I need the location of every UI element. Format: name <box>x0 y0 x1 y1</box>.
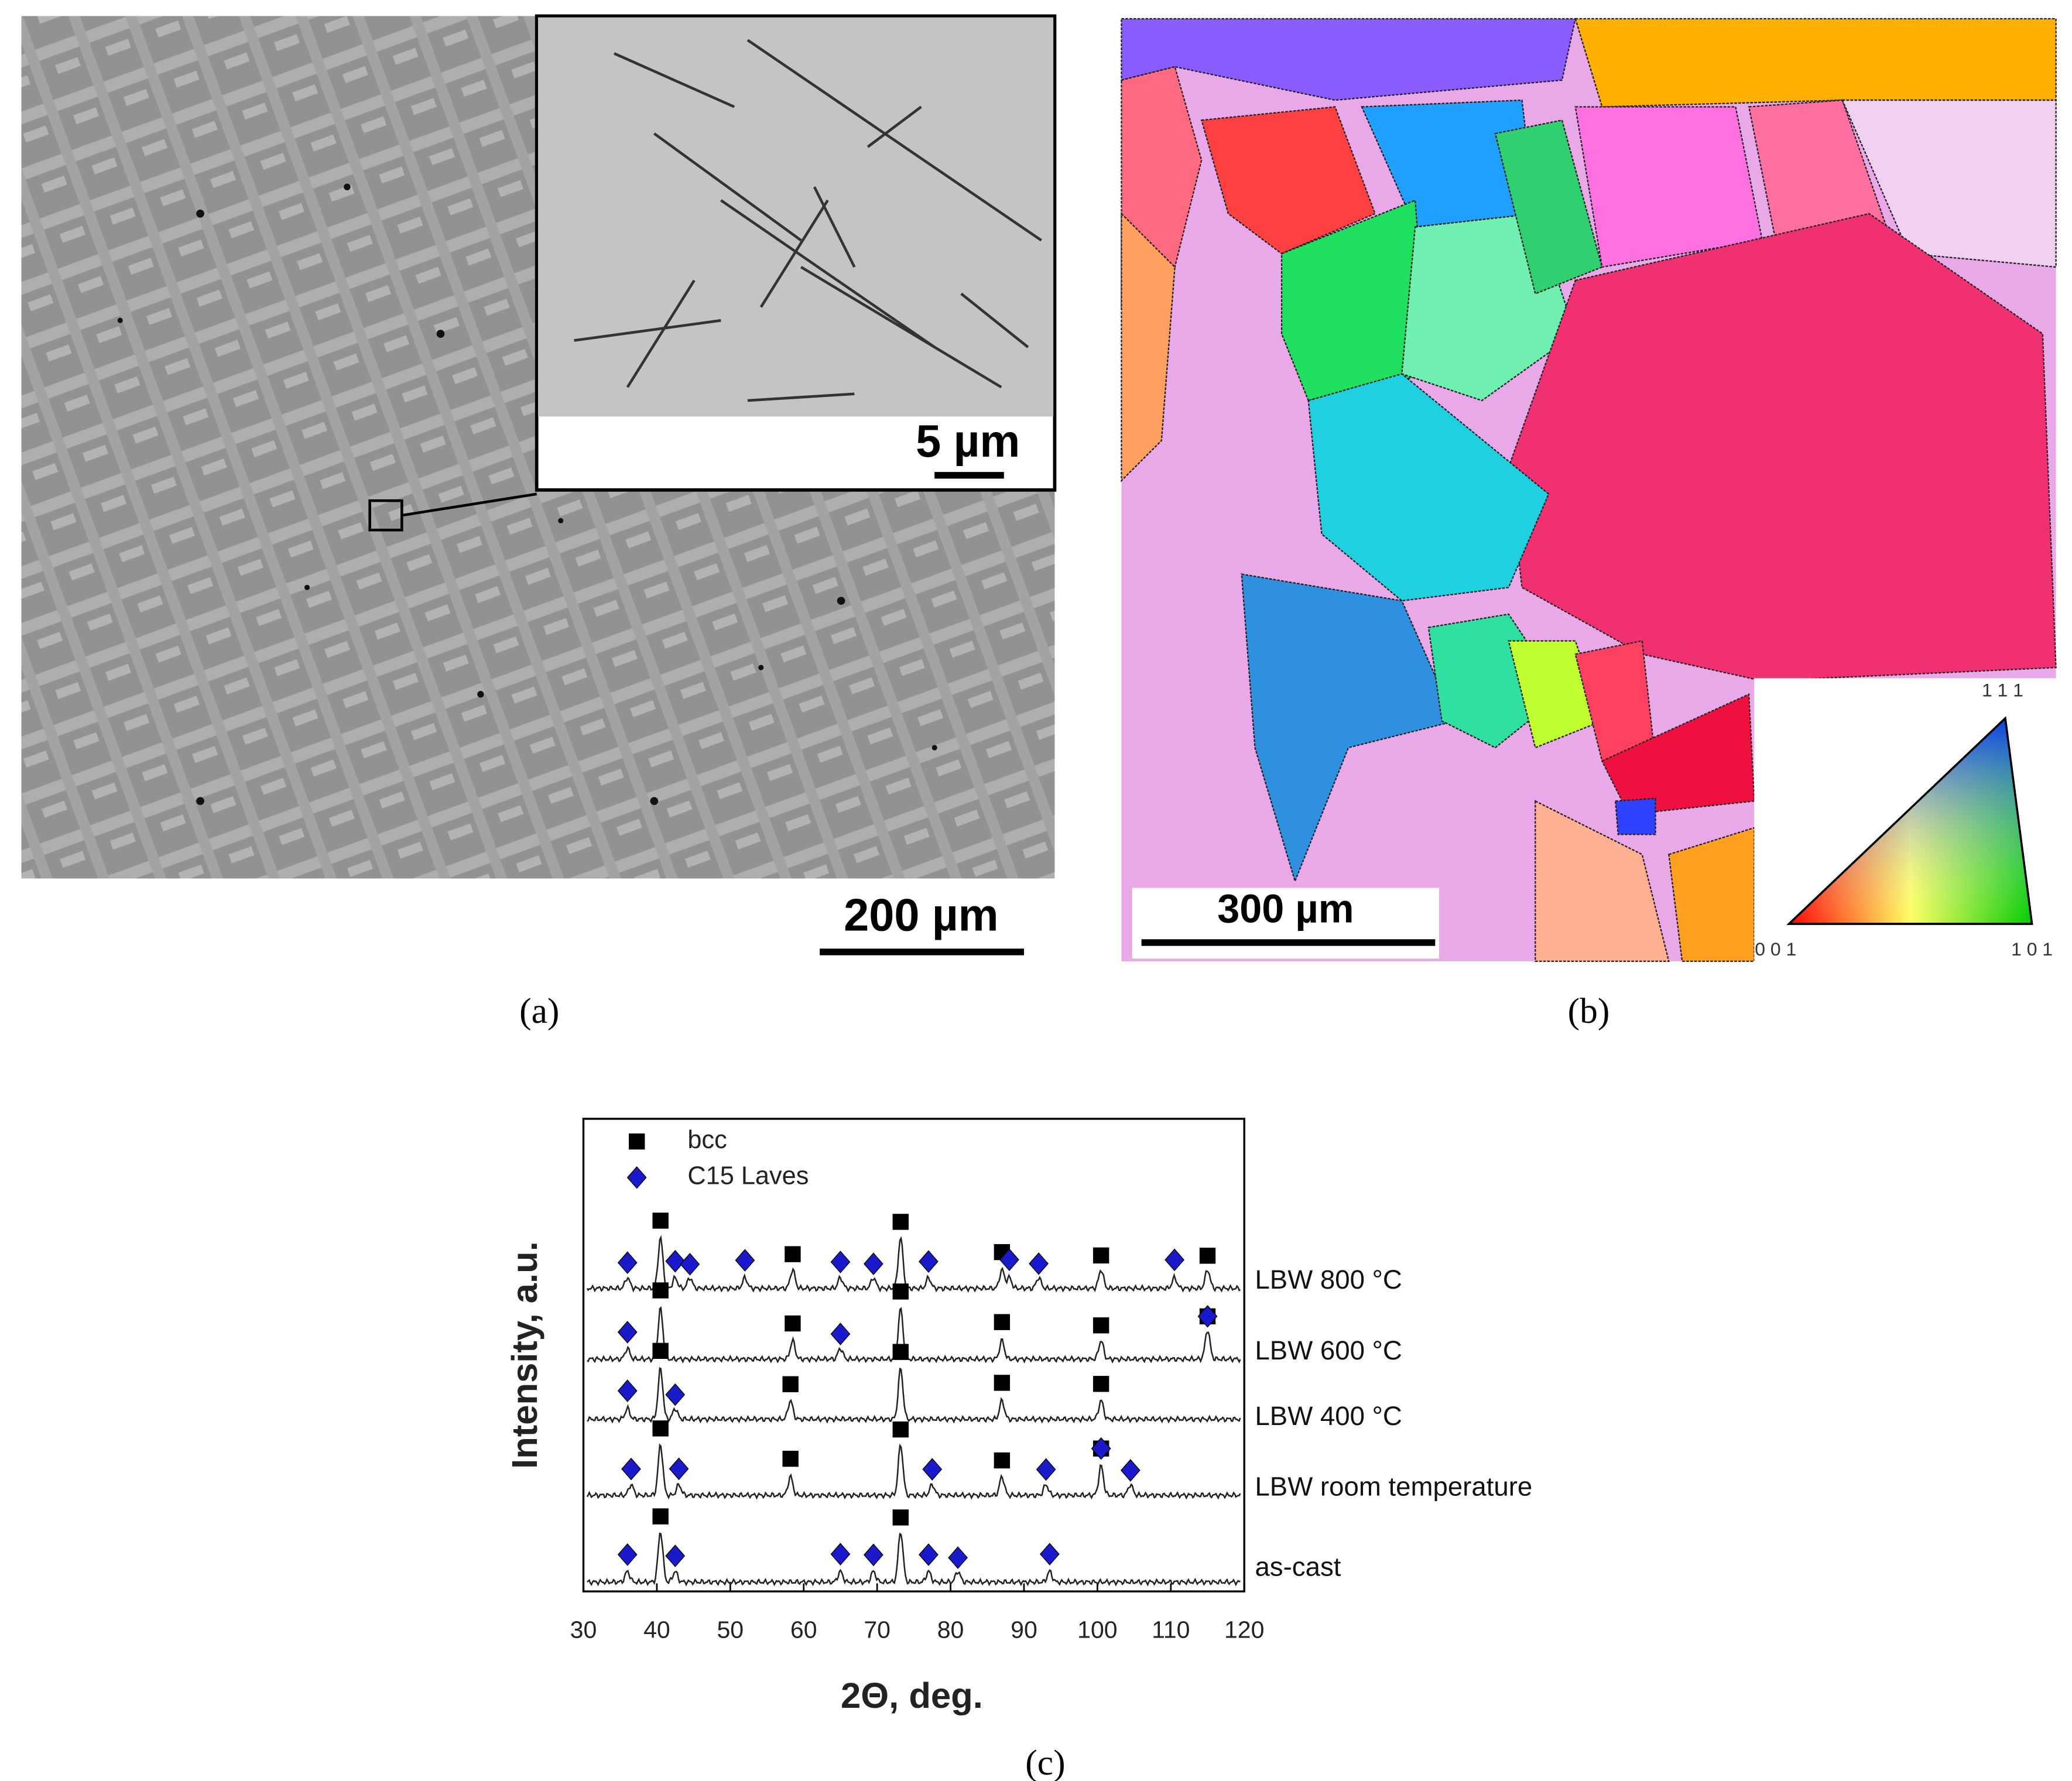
y-axis-label: Intensity, a.u. <box>505 1241 545 1469</box>
bcc-marker <box>782 1450 799 1467</box>
bcc-marker <box>892 1509 909 1526</box>
ipf-label: 1 0 1 <box>2011 939 2053 960</box>
bcc-marker <box>994 1314 1011 1330</box>
c15-marker <box>617 1379 638 1402</box>
bcc-marker <box>629 1133 645 1150</box>
c15-marker <box>626 1166 647 1189</box>
c15-marker <box>665 1249 686 1273</box>
c15-marker <box>617 1321 638 1344</box>
c15-marker <box>919 1250 939 1273</box>
ipf-label: 1 1 1 <box>1982 680 2023 701</box>
c15-marker <box>1091 1437 1111 1460</box>
bcc-marker <box>652 1342 669 1359</box>
x-tick-label: 80 <box>937 1616 964 1643</box>
c15-marker <box>621 1457 641 1481</box>
ipf-label: 0 0 1 <box>1755 939 1796 960</box>
x-tick-label: 30 <box>570 1616 597 1643</box>
legend-label: C15 Laves <box>687 1162 809 1190</box>
c15-marker <box>1040 1543 1060 1566</box>
sem-micrograph: 5 µm 200 µm (a) <box>21 14 1057 1031</box>
trace-label: as-cast <box>1255 1551 1341 1581</box>
scale-label: 200 µm <box>844 890 998 940</box>
c15-marker <box>830 1323 851 1345</box>
xrd-trace <box>586 1443 1241 1500</box>
bcc-marker <box>652 1213 669 1229</box>
xrd-trace <box>587 1366 1241 1424</box>
x-axis-label: 2Θ, deg. <box>841 1676 983 1716</box>
bcc-marker <box>994 1375 1011 1391</box>
c15-marker <box>1036 1458 1056 1481</box>
bcc-marker <box>785 1315 801 1332</box>
inset-scale-label: 5 µm <box>916 416 1020 467</box>
trace-label: LBW 400 °C <box>1255 1401 1402 1431</box>
plot-frame <box>582 1118 1245 1592</box>
c15-marker <box>1029 1252 1049 1275</box>
c15-marker <box>830 1543 851 1566</box>
xrd-chart: 2Θ, deg. Intensity, a.u. (c) 30 40 50 60 70 8… <box>505 1118 1532 1781</box>
x-tick-label: 110 <box>1152 1616 1190 1643</box>
c15-marker <box>680 1253 700 1276</box>
c15-marker <box>919 1543 939 1566</box>
bcc-marker <box>1092 1376 1109 1392</box>
xrd-trace <box>587 1306 1241 1364</box>
bcc-marker <box>1092 1317 1109 1334</box>
legend-label: bcc <box>687 1126 727 1154</box>
xrd-trace <box>587 1532 1241 1587</box>
bcc-marker <box>652 1282 669 1299</box>
c15-marker <box>999 1248 1019 1271</box>
bcc-marker <box>892 1421 909 1438</box>
x-tick-label: 70 <box>864 1616 891 1643</box>
panel-label: (b) <box>1568 991 1610 1031</box>
bcc-marker <box>652 1420 669 1437</box>
bcc-marker <box>785 1246 801 1262</box>
trace-label: LBW 800 °C <box>1255 1265 1402 1294</box>
c15-marker <box>922 1458 943 1481</box>
x-tick-label: 90 <box>1011 1616 1037 1643</box>
c15-marker <box>864 1252 883 1275</box>
trace-label: LBW room temperature <box>1255 1472 1532 1502</box>
x-tick-label: 100 <box>1077 1616 1117 1643</box>
scale-label: 300 µm <box>1217 887 1354 931</box>
c15-marker <box>864 1543 883 1567</box>
c15-marker <box>735 1249 755 1272</box>
panel-label: (c) <box>1025 1743 1065 1781</box>
c15-marker <box>617 1543 638 1566</box>
c15-marker <box>665 1544 686 1567</box>
bcc-marker <box>1092 1247 1109 1264</box>
x-tick-label: 50 <box>717 1616 744 1643</box>
c15-marker <box>617 1251 638 1274</box>
xrd-trace <box>586 1235 1241 1293</box>
c15-marker <box>665 1383 686 1406</box>
trace-label: LBW 600 °C <box>1255 1335 1402 1365</box>
c15-marker <box>830 1251 851 1273</box>
c15-marker <box>1120 1459 1141 1482</box>
bcc-marker <box>892 1344 909 1360</box>
c15-marker <box>1165 1248 1184 1272</box>
c15-marker <box>948 1546 968 1569</box>
c15-marker <box>1197 1305 1218 1328</box>
bcc-marker <box>652 1508 669 1525</box>
bcc-marker <box>892 1214 909 1230</box>
bcc-marker <box>994 1452 1011 1469</box>
bcc-marker <box>892 1283 909 1300</box>
x-tick-label: 120 <box>1224 1616 1264 1643</box>
c15-marker <box>669 1457 689 1481</box>
x-tick-label: 40 <box>643 1616 670 1643</box>
panel-label: (a) <box>519 991 559 1031</box>
x-tick-label: 60 <box>790 1616 817 1643</box>
bcc-marker <box>782 1376 799 1392</box>
bcc-marker <box>1199 1248 1216 1264</box>
ebsd-annotations: 300 µm 0 0 1 1 0 1 1 1 1 (b) <box>1132 678 2072 1031</box>
